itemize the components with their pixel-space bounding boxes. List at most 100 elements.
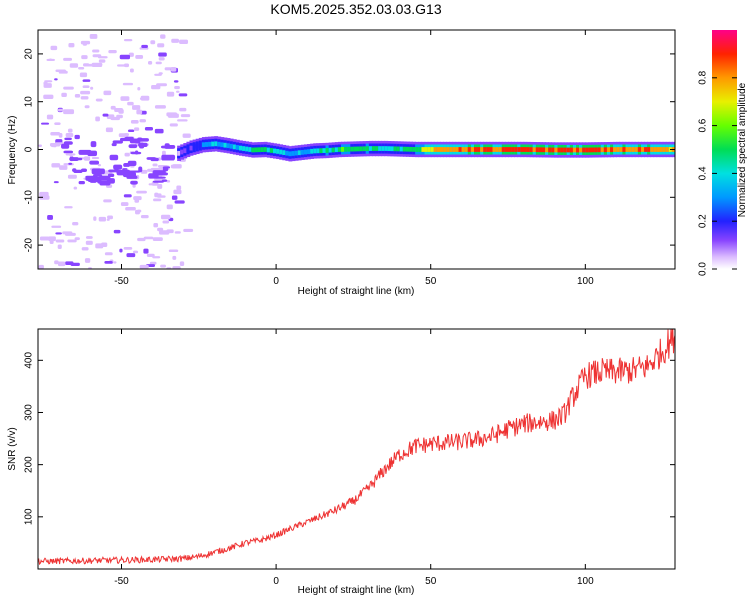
noise-cell — [81, 247, 89, 251]
noise-cell — [55, 232, 62, 235]
ridge-core — [529, 147, 534, 152]
snr-xtick-label: 0 — [273, 576, 279, 587]
ridge-core — [489, 147, 494, 152]
ridge-core — [511, 147, 516, 152]
noise-cell — [160, 214, 171, 220]
ridge-core — [446, 147, 451, 152]
noise-cell — [152, 170, 166, 176]
ridge-core — [273, 148, 277, 154]
noise-cell — [178, 93, 188, 97]
ridge-core — [208, 141, 212, 147]
ridge-core — [554, 147, 559, 153]
noise-cell — [155, 61, 162, 65]
snr-xtick-label: -50 — [114, 576, 129, 587]
ridge-core — [353, 146, 358, 152]
noise-cell — [152, 180, 165, 183]
noise-cell — [54, 122, 61, 125]
ridge-core — [616, 147, 621, 152]
ridge-core — [421, 147, 426, 152]
noise-cell — [153, 223, 159, 228]
ridge-core — [634, 147, 639, 152]
noise-cell — [103, 199, 112, 203]
ridge-core — [180, 149, 185, 155]
noise-cell — [59, 165, 68, 170]
ridge-core — [235, 145, 240, 150]
noise-cell — [58, 132, 63, 138]
noise-cell — [162, 220, 170, 224]
noise-cell — [158, 57, 165, 61]
ridge-core — [248, 147, 253, 152]
noise-cell — [39, 195, 50, 200]
ridge-core — [606, 147, 611, 153]
noise-cell — [143, 236, 154, 240]
noise-cell — [171, 195, 178, 200]
noise-cell — [91, 168, 105, 175]
noise-cell — [139, 119, 146, 123]
ridge-core — [285, 150, 290, 156]
ridge-core — [492, 147, 497, 152]
noise-cell — [74, 237, 80, 241]
noise-cell — [179, 107, 187, 112]
ridge-core — [341, 147, 345, 152]
noise-cell — [149, 261, 157, 265]
ridge-core — [637, 147, 642, 152]
noise-cell — [148, 183, 159, 186]
noise-cell — [55, 239, 65, 243]
ridge-core — [214, 141, 219, 147]
ridge-core — [449, 147, 454, 152]
ridge-core — [220, 142, 225, 148]
ridge-core — [183, 148, 188, 154]
noise-cell — [48, 236, 56, 242]
ridge-core — [365, 146, 370, 152]
noise-cell — [141, 44, 148, 48]
ridge-core — [653, 147, 658, 152]
noise-cell — [57, 244, 62, 250]
ridge-core — [303, 149, 308, 155]
ridge-core — [613, 147, 618, 152]
noise-cell — [180, 114, 191, 118]
snr-ytick-label: 100 — [24, 508, 35, 525]
ridge-core — [288, 151, 293, 157]
ridge-core — [297, 150, 302, 156]
colorbar-gradient — [712, 30, 737, 269]
snr-ytick-label: 400 — [24, 352, 35, 369]
ridge-core — [334, 147, 339, 153]
noise-cell — [112, 140, 124, 144]
ridge-core — [393, 146, 398, 152]
ridge-core — [424, 147, 429, 152]
ridge-core — [504, 147, 509, 152]
noise-cell — [177, 119, 188, 122]
ridge-core — [600, 147, 605, 153]
spectrogram-xtick-label: -50 — [114, 276, 129, 287]
noise-cell — [176, 90, 180, 93]
noise-cell — [102, 113, 109, 117]
ridge-core — [576, 147, 580, 153]
noise-cell — [97, 179, 102, 184]
ridge-core — [535, 147, 540, 153]
noise-cell — [135, 209, 140, 215]
noise-cell — [153, 198, 162, 202]
ridge-core — [508, 147, 512, 152]
noise-cell — [119, 137, 134, 142]
ridge-core — [201, 142, 206, 148]
noise-cell — [158, 52, 167, 57]
noise-cell — [125, 206, 136, 211]
ridge-core — [266, 147, 271, 153]
noise-cell — [138, 138, 149, 142]
colorbar-label: Normalized spectral amplitude — [737, 82, 748, 217]
noise-cell — [69, 63, 79, 68]
noise-cell — [65, 261, 74, 265]
ridge-core — [245, 146, 250, 152]
noise-cell — [82, 42, 88, 46]
ridge-core — [276, 149, 280, 154]
ridge-core — [368, 146, 373, 151]
ridge-core — [458, 147, 463, 152]
spectrogram-plot-area — [38, 33, 675, 269]
noise-cell — [64, 137, 72, 141]
noise-cell — [122, 82, 134, 86]
noise-cell — [132, 250, 139, 254]
noise-cell — [126, 253, 136, 258]
spectrogram-ytick-label: 0 — [24, 146, 35, 152]
ridge-core — [572, 147, 577, 153]
